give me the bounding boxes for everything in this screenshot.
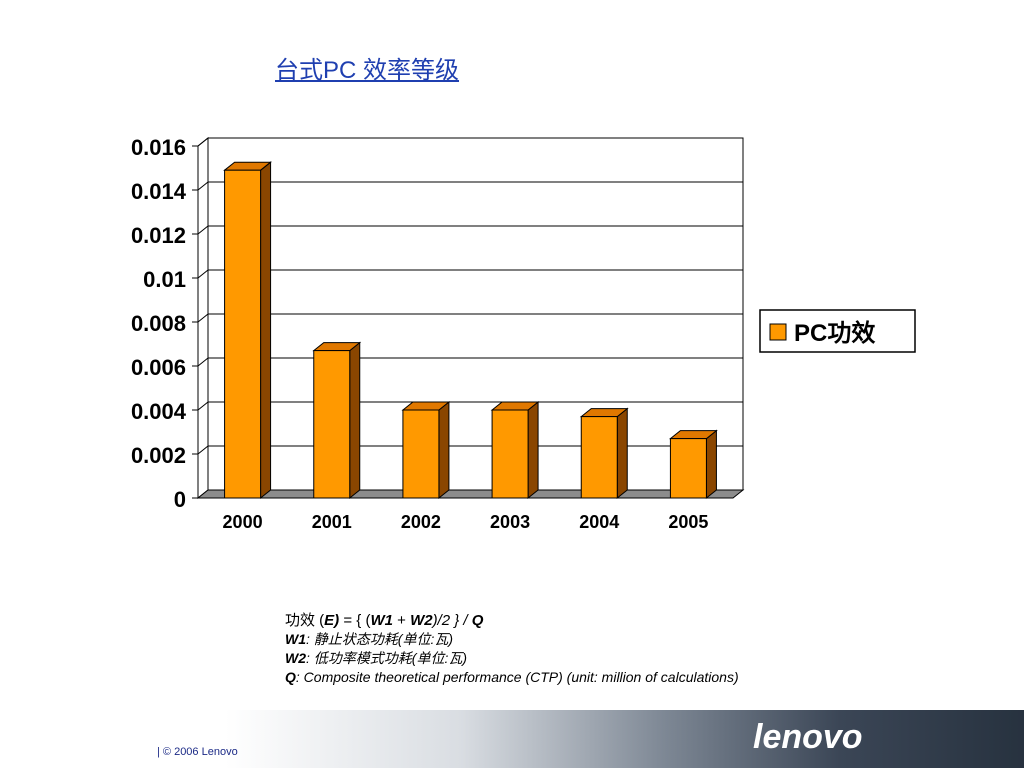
legend-swatch [769,323,787,341]
gridline-side [197,357,209,367]
formula-plus: + [392,612,411,629]
bar-2000 [224,169,262,499]
y-tick-label: 0.004 [131,399,187,424]
gridline-side [197,225,209,235]
formula-e: E) [324,612,340,629]
gridline-side [197,401,209,411]
gridline-side [197,137,209,147]
formula-mid: = { ( [339,612,371,629]
gridline-side [197,445,209,455]
bar-2004 [580,416,618,499]
y-tick-label: 0.014 [131,179,187,204]
w1-key: W1 [285,631,306,647]
legend-label: PC功效 [794,319,875,347]
bar-side-2001 [349,341,361,500]
x-tick-label: 2002 [401,512,441,532]
w1-definition: W1: 静止状态功耗(单位:瓦) [285,630,739,649]
x-tick-label: 2005 [668,512,708,532]
bar-side-2000 [260,161,272,500]
bar-side-2004 [616,407,628,500]
x-tick-label: 2003 [490,512,530,532]
bar-2003 [491,409,529,499]
q-definition: Q: Composite theoretical performance (CT… [285,668,739,687]
formula-line: 功效 (E) = { (W1 + W2)/2 } / Q [285,611,739,630]
x-tick-label: 2000 [223,512,263,532]
lenovo-logo: lenovo [753,718,863,756]
y-tick-label: 0.016 [131,135,186,160]
plot-floor [196,489,745,499]
bar-2005 [669,438,707,499]
bar-2002 [402,409,440,499]
y-tick-label: 0.008 [131,311,186,336]
formula-w1: W1 [370,612,393,629]
x-tick-label: 2004 [579,512,619,532]
q-desc: : Composite theoretical performance (CTP… [295,669,739,685]
bar-side-2002 [438,400,450,500]
w2-definition: W2: 低功率模式功耗(单位:瓦) [285,649,739,668]
y-tick-label: 0.012 [131,223,186,248]
formula-w2: W2 [410,612,433,629]
formula-q: Q [471,612,484,629]
w1-desc: : 静止状态功耗(单位:瓦) [306,631,453,647]
y-tick-label: 0.01 [143,267,186,292]
bar-side-2005 [705,429,717,500]
y-tick-label: 0.006 [131,355,186,380]
slide-title: 台式PC 效率等级 [275,57,460,84]
w2-desc: : 低功率模式功耗(单位:瓦) [306,650,467,666]
x-tick-label: 2001 [312,512,352,532]
gridline-side [197,181,209,191]
formula-end: )/2 } / [432,612,472,629]
gridline-side [197,269,209,279]
y-tick-label: 0 [174,487,186,512]
gridline-side [197,313,209,323]
y-tick-label: 0.002 [131,443,186,468]
formula-prefix: 功效 ( [285,612,325,629]
footer-band [0,710,1024,768]
formula-notes: 功效 (E) = { (W1 + W2)/2 } / Q W1: 静止状态功耗(… [285,611,739,687]
bar-chart: 0 0.002 0.004 0.006 0.008 0.01 0.012 0.014 0.016… [131,135,916,532]
footer-copyright: | © 2006 Lenovo [157,746,238,758]
q-key: Q [285,669,296,685]
w2-key: W2 [285,650,306,666]
bar-2001 [313,350,351,499]
bar-side-2003 [527,400,539,500]
